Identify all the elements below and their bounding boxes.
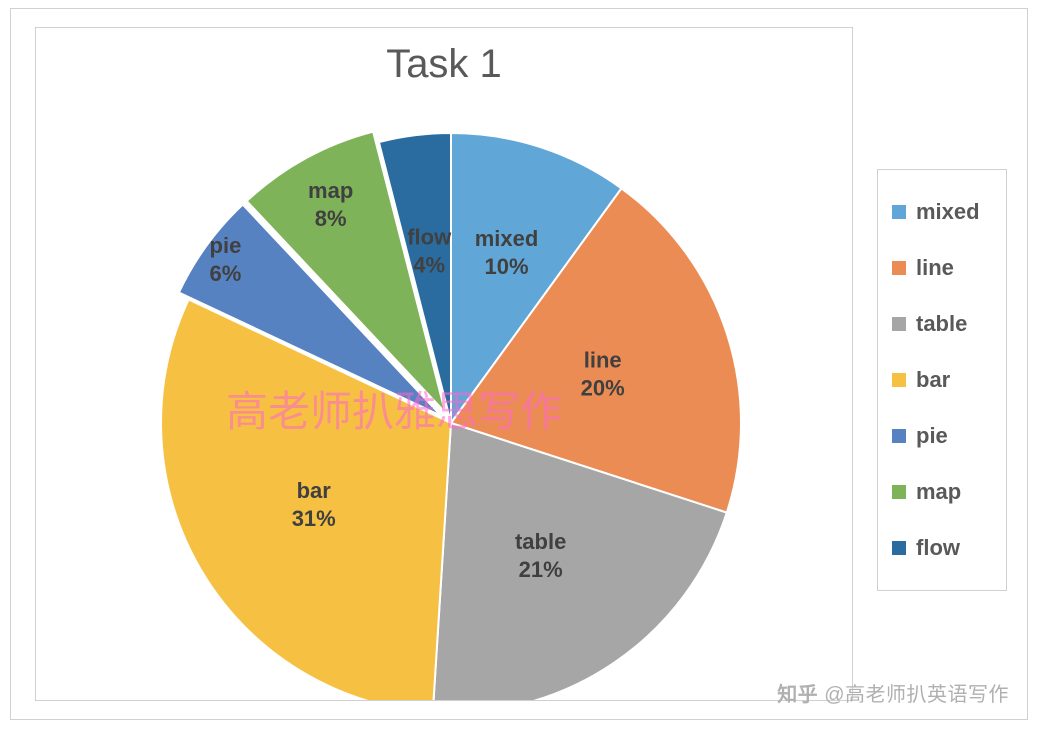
legend-item-table: table	[892, 296, 992, 352]
legend-swatch-flow	[892, 541, 906, 555]
legend-label-line: line	[916, 255, 954, 281]
legend-swatch-map	[892, 485, 906, 499]
plot-area: Task 1 mixed10%line20%table21%bar31%pie6…	[35, 27, 853, 701]
slice-pct-mixed: 10%	[485, 254, 529, 279]
legend-label-pie: pie	[916, 423, 948, 449]
legend-label-map: map	[916, 479, 961, 505]
watermark-corner-text: @高老师扒英语写作	[824, 678, 1009, 707]
legend-item-pie: pie	[892, 408, 992, 464]
slice-pct-flow: 4%	[413, 252, 445, 277]
watermark-corner: 知乎 @高老师扒英语写作	[777, 678, 1009, 707]
zhihu-logo-icon: 知乎	[777, 678, 818, 707]
legend-label-mixed: mixed	[916, 199, 980, 225]
pie-chart: mixed 10% line 20% table 21% bar 31% pie 6% map 8% f…	[36, 28, 852, 700]
slice-label-flow: flow	[407, 224, 452, 249]
legend-label-flow: flow	[916, 535, 960, 561]
slice-pct-line: 20%	[581, 376, 625, 401]
slice-label-bar: bar	[297, 478, 332, 503]
slice-pct-pie: 6%	[210, 261, 242, 286]
legend-swatch-mixed	[892, 205, 906, 219]
legend-label-table: table	[916, 311, 967, 337]
legend-swatch-table	[892, 317, 906, 331]
legend-swatch-bar	[892, 373, 906, 387]
legend-item-map: map	[892, 464, 992, 520]
legend-item-flow: flow	[892, 520, 992, 576]
legend-item-line: line	[892, 240, 992, 296]
legend: mixed line table bar pie map flow	[877, 169, 1007, 591]
slice-label-table: table	[515, 529, 566, 554]
legend-swatch-pie	[892, 429, 906, 443]
legend-item-bar: bar	[892, 352, 992, 408]
slice-label-mixed: mixed	[475, 226, 539, 251]
legend-swatch-line	[892, 261, 906, 275]
slice-pct-bar: 31%	[292, 506, 336, 531]
chart-frame: Task 1 mixed10%line20%table21%bar31%pie6…	[10, 8, 1028, 720]
slice-pct-table: 21%	[519, 557, 563, 582]
slice-label-pie: pie	[210, 233, 242, 258]
legend-item-mixed: mixed	[892, 184, 992, 240]
slice-label-map: map	[308, 178, 353, 203]
slice-label-line: line	[584, 348, 622, 373]
legend-label-bar: bar	[916, 367, 950, 393]
slice-pct-map: 8%	[315, 206, 347, 231]
